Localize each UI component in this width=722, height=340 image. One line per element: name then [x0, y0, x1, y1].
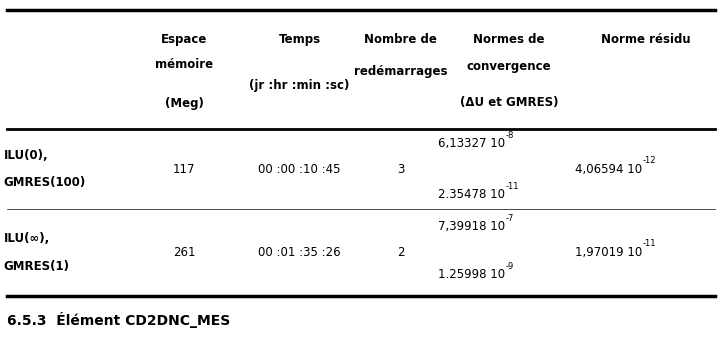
Text: Norme résidu: Norme résidu [601, 33, 691, 46]
Text: (ΔU et GMRES): (ΔU et GMRES) [460, 96, 558, 108]
Text: mémoire: mémoire [155, 58, 213, 71]
Text: -9: -9 [505, 261, 513, 271]
Text: convergence: convergence [466, 60, 552, 73]
Text: 261: 261 [173, 246, 196, 259]
Text: Normes de: Normes de [473, 33, 545, 46]
Text: 1.25998 10: 1.25998 10 [438, 268, 505, 281]
Text: 1,97019 10: 1,97019 10 [575, 246, 643, 259]
Text: (Meg): (Meg) [165, 97, 204, 110]
Text: 3: 3 [397, 163, 404, 176]
Text: -7: -7 [505, 214, 514, 223]
Text: 2: 2 [397, 246, 404, 259]
Text: Temps: Temps [279, 33, 321, 46]
Text: redémarrages: redémarrages [354, 65, 448, 78]
Text: GMRES(100): GMRES(100) [4, 176, 86, 189]
Text: 2.35478 10: 2.35478 10 [438, 188, 505, 201]
Text: 00 :01 :35 :26: 00 :01 :35 :26 [258, 246, 341, 259]
Text: 4,06594 10: 4,06594 10 [575, 163, 643, 176]
Text: -11: -11 [505, 182, 519, 191]
Text: -11: -11 [643, 239, 656, 249]
Text: -12: -12 [643, 156, 656, 165]
Text: -8: -8 [505, 131, 514, 140]
Text: 00 :00 :10 :45: 00 :00 :10 :45 [258, 163, 341, 176]
Text: 6.5.3  Élément CD2DNC_MES: 6.5.3 Élément CD2DNC_MES [7, 311, 230, 328]
Text: ILU(∞),: ILU(∞), [4, 232, 50, 245]
Text: ILU(0),: ILU(0), [4, 149, 48, 162]
Text: 7,39918 10: 7,39918 10 [438, 220, 505, 234]
Text: (jr :hr :min :sc): (jr :hr :min :sc) [249, 79, 350, 91]
Text: 117: 117 [173, 163, 196, 176]
Text: Espace: Espace [161, 33, 207, 46]
Text: 6,13327 10: 6,13327 10 [438, 137, 505, 150]
Text: GMRES(1): GMRES(1) [4, 259, 69, 273]
Text: Nombre de: Nombre de [365, 33, 437, 46]
